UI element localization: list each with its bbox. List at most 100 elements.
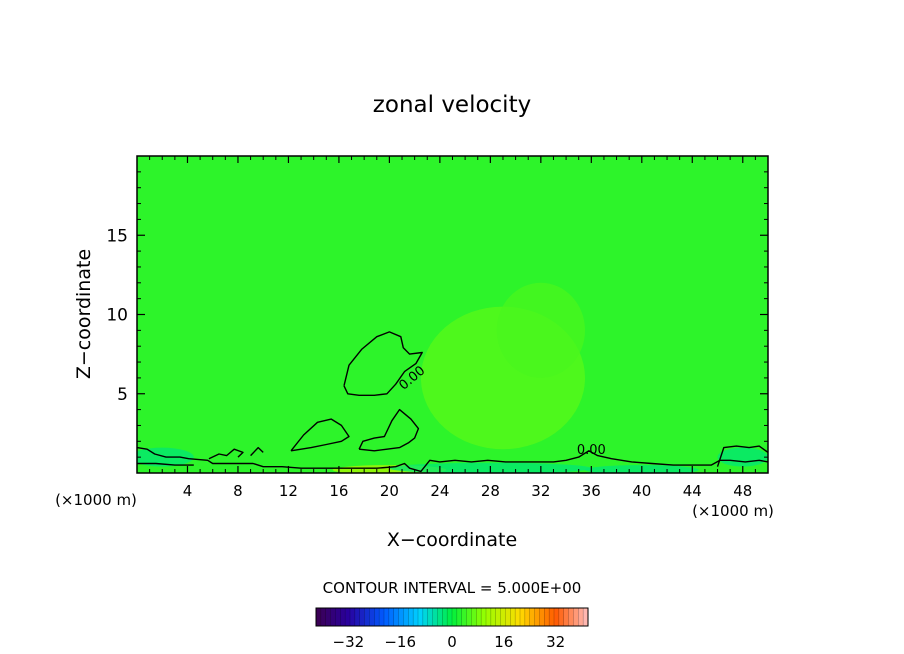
colorbar-cell xyxy=(315,607,322,627)
colorbar-cell xyxy=(563,607,570,627)
colorbar-cell xyxy=(422,607,429,627)
colorbar-cell xyxy=(505,607,511,627)
y-axis-label: Z−coordinate xyxy=(73,249,95,379)
x-axis-label: X−coordinate xyxy=(387,529,517,551)
colorbar-cell xyxy=(514,607,521,627)
contour-line-4 xyxy=(137,462,194,466)
colorbar-tick-label: −32 xyxy=(333,633,365,651)
colorbar-cell xyxy=(417,607,424,627)
y-axis-ticks: 5 10 15 xyxy=(106,171,768,458)
field-patch-6 xyxy=(717,447,768,467)
colorbar-cell xyxy=(398,607,404,627)
colorbar-cell xyxy=(534,607,540,627)
colorbar-cell xyxy=(476,607,482,627)
colorbar-cell xyxy=(480,607,487,627)
chart-title: zonal velocity xyxy=(373,92,531,118)
colorbar-tick-label: −16 xyxy=(384,633,416,651)
colorbar-cell xyxy=(374,607,380,627)
colorbar-cell xyxy=(325,607,332,627)
colorbar-cell xyxy=(558,607,565,627)
colorbar-cell xyxy=(383,607,390,627)
x-axis-ticks: 4 8 12 16 20 24 28 32 36 40 44 48 xyxy=(149,156,756,500)
colorbar-cell xyxy=(335,607,341,627)
x-tick-label: 36 xyxy=(582,482,601,500)
x-tick-label: 8 xyxy=(233,482,243,500)
colorbar-cell xyxy=(330,607,336,627)
colorbar-cell xyxy=(437,607,443,627)
contour-line-0 xyxy=(343,331,423,396)
contour-line-2 xyxy=(358,408,420,452)
colorbar-cell xyxy=(573,607,579,627)
colorbar-cell xyxy=(369,607,375,627)
colorbar-cell xyxy=(568,607,574,627)
colorbar-cell xyxy=(427,607,434,627)
colorbar-cell xyxy=(403,607,409,627)
field-patch-1 xyxy=(496,282,586,378)
colorbar-cell xyxy=(485,607,492,627)
colorbar-cell xyxy=(446,607,453,627)
colorbar-cell xyxy=(495,607,502,627)
x-unit-left: (×1000 m) xyxy=(55,491,137,509)
colorbar-cell xyxy=(364,607,370,627)
x-unit-right: (×1000 m) xyxy=(692,502,774,520)
contour-line-5 xyxy=(208,448,244,460)
colorbar-cell xyxy=(519,607,526,627)
x-tick-label: 28 xyxy=(481,482,500,500)
colorbar-cell xyxy=(553,607,560,627)
colorbar-cell xyxy=(432,607,438,627)
colorbar xyxy=(315,607,589,627)
colorbar-cell xyxy=(461,607,468,627)
x-tick-label: 12 xyxy=(279,482,298,500)
plot-area: 0.000.00 xyxy=(137,156,768,473)
field-patches xyxy=(137,282,768,473)
colorbar-cell xyxy=(451,607,458,627)
colorbar-cell xyxy=(539,607,545,627)
contour-label-1: 0.00 xyxy=(577,443,606,458)
x-tick-label: 40 xyxy=(632,482,651,500)
colorbar-frame xyxy=(315,607,589,627)
x-tick-label: 48 xyxy=(733,482,752,500)
y-tick-label: 5 xyxy=(117,385,128,405)
colorbar-cell xyxy=(466,607,472,627)
colorbar-cell xyxy=(548,607,555,627)
colorbar-cell xyxy=(408,607,414,627)
colorbar-cell xyxy=(340,607,346,627)
x-tick-label: 32 xyxy=(531,482,550,500)
colorbar-tick-label: 32 xyxy=(546,633,565,651)
colorbar-tick-label: 16 xyxy=(494,633,513,651)
colorbar-cell xyxy=(529,607,536,627)
colorbar-cell xyxy=(344,607,351,627)
colorbar-cell xyxy=(500,607,506,627)
colorbar-cell xyxy=(524,607,531,627)
colorbar-cell xyxy=(320,607,327,627)
x-tick-label: 20 xyxy=(380,482,399,500)
colorbar-cell xyxy=(510,607,516,627)
colorbar-cell xyxy=(442,607,448,627)
y-tick-label: 15 xyxy=(106,226,128,246)
y-tick-label: 10 xyxy=(106,306,128,326)
contour-line-3 xyxy=(137,446,768,473)
colorbar-cell xyxy=(471,607,477,627)
contour-interval-label: CONTOUR INTERVAL = 5.000E+00 xyxy=(323,579,582,597)
x-tick-label: 4 xyxy=(183,482,193,500)
x-tick-label: 24 xyxy=(430,482,449,500)
zero-contours xyxy=(137,331,768,473)
colorbar-cell xyxy=(578,607,584,627)
contour-line-6 xyxy=(250,446,264,457)
x-tick-label: 16 xyxy=(329,482,348,500)
x-tick-label: 44 xyxy=(683,482,702,500)
colorbar-cell xyxy=(359,607,366,627)
contour-line-1 xyxy=(290,418,350,452)
colorbar-cell xyxy=(388,607,395,627)
colorbar-cell xyxy=(354,607,361,627)
colorbar-cell xyxy=(544,607,550,627)
colorbar-tick-label: 0 xyxy=(447,633,457,651)
colorbar-cell xyxy=(456,607,463,627)
contour-line-7 xyxy=(716,445,768,467)
colorbar-cell xyxy=(393,607,400,627)
colorbar-cell xyxy=(490,607,497,627)
colorbar-cell xyxy=(412,607,419,627)
colorbar-cell xyxy=(378,607,385,627)
colorbar-tick-labels: −32 −16 0 16 32 xyxy=(333,633,566,651)
